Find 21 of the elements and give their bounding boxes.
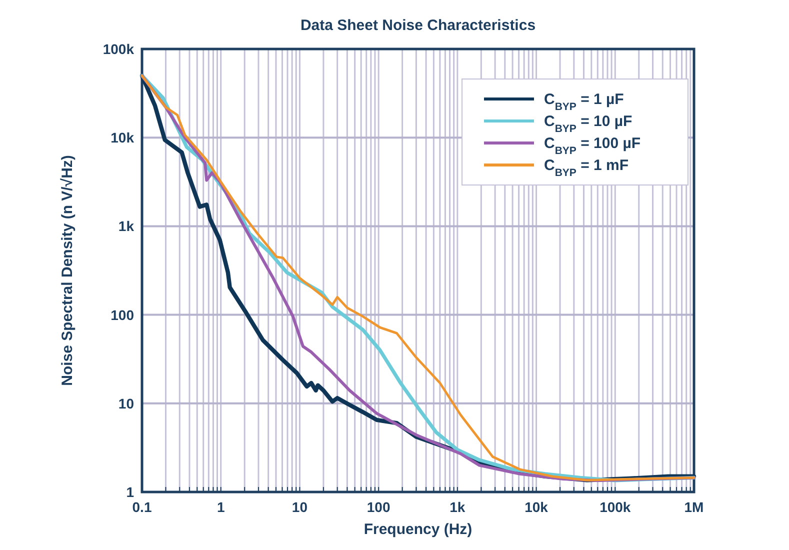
y-tick-label: 100: [110, 306, 134, 323]
y-axis-title: Noise Spectral Density (n V/√Hz): [59, 155, 76, 386]
y-tick-label: 1: [126, 484, 134, 500]
y-tick-label: 10: [118, 395, 134, 412]
x-tick-label: 100: [366, 499, 390, 515]
y-tick-label: 10k: [110, 130, 134, 146]
legend-label: C$_{BYP}$ = 100 µF: [544, 135, 641, 157]
legend-label: C$_{BYP}$ = 1 µF: [544, 91, 624, 113]
x-tick-label: 100k: [600, 499, 631, 515]
legend-label: C$_{BYP}$ = 1 mF: [544, 157, 629, 179]
x-tick-label: 10: [292, 499, 308, 515]
legend-label: C$_{BYP}$ = 10 µF: [544, 113, 632, 135]
x-tick-label: 1M: [684, 499, 704, 515]
x-tick-label: 1: [216, 499, 225, 515]
x-tick-label: 0.1: [132, 499, 152, 515]
x-tick-label: 1k: [450, 499, 466, 515]
x-axis-title: Frequency (Hz): [364, 521, 472, 538]
x-tick-label: 10k: [524, 499, 548, 515]
chart-title: Data Sheet Noise Characteristics: [300, 17, 536, 34]
y-tick-label: 100k: [102, 41, 134, 57]
y-tick-label: 1k: [118, 218, 134, 234]
